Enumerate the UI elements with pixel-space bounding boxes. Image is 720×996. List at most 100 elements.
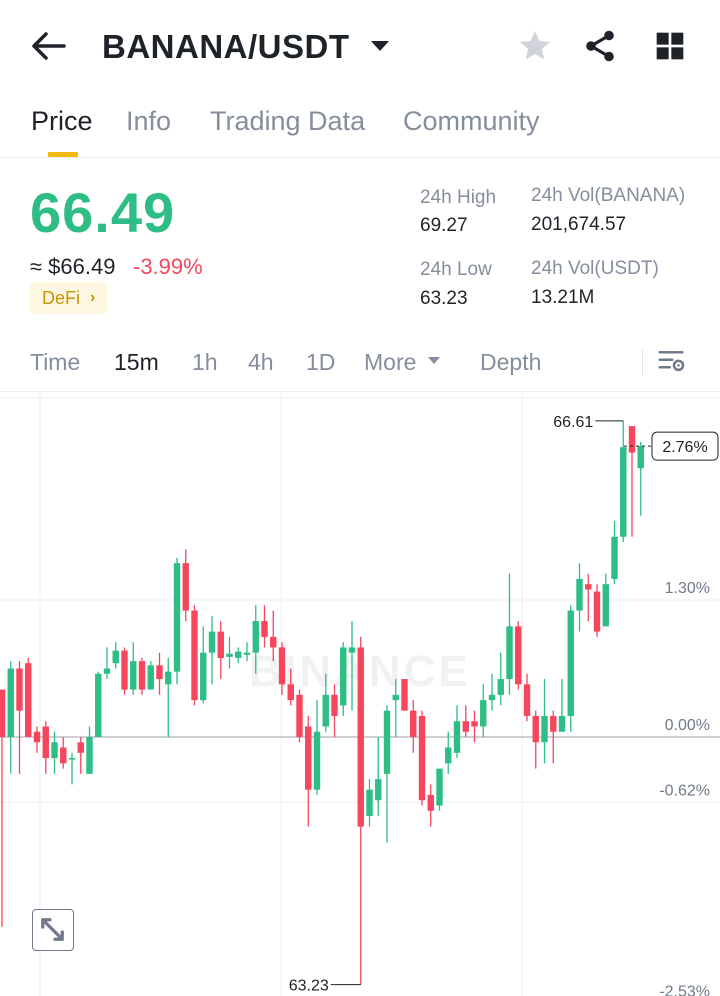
candle-body (550, 715, 557, 732)
candle-body (16, 668, 23, 711)
candle-body (453, 721, 461, 753)
candle-body (33, 731, 41, 743)
candle-body (25, 663, 32, 737)
candle-body (602, 584, 609, 627)
candle-body (243, 652, 251, 655)
interval-more[interactable]: More (364, 349, 417, 375)
category-tag[interactable]: DeFi › (30, 282, 108, 314)
price-change-percent: -3.99% (133, 254, 203, 279)
low-marker-label: 63.23 (289, 978, 329, 995)
stat-vol-quote-label: 24h Vol(USDT) (531, 258, 659, 279)
candle-body (357, 647, 364, 827)
candle-body (427, 794, 434, 811)
y-tick-label: -2.53% (659, 984, 710, 996)
candle-body (95, 673, 102, 737)
tab-depth[interactable]: Depth (480, 349, 542, 375)
back-arrow-icon[interactable] (30, 28, 70, 64)
stat-vol-base-value: 201,674.57 (531, 214, 627, 235)
y-tick-label: 3.22% (665, 392, 710, 395)
stat-high-value: 69.27 (420, 215, 468, 236)
candle-body (436, 768, 443, 806)
candle-body (208, 631, 216, 653)
candle-body (130, 661, 137, 690)
stat-high-label: 24h High (420, 187, 497, 208)
candle-body (0, 689, 6, 737)
y-tick-label: 0.00% (665, 717, 710, 734)
candle-body (278, 647, 286, 685)
star-icon[interactable] (517, 28, 553, 64)
candle-body (497, 679, 504, 695)
candle-body (322, 694, 329, 727)
interval-1d[interactable]: 1D (306, 349, 336, 375)
candle-body (287, 684, 294, 701)
candle-body (296, 694, 303, 737)
candle-body (488, 694, 496, 701)
candle-body (366, 789, 373, 817)
active-tab-indicator (48, 152, 78, 157)
candle-body (331, 694, 338, 716)
interval-time[interactable]: Time (30, 349, 81, 375)
candle-body (165, 671, 172, 685)
caret-down-icon[interactable] (428, 357, 440, 364)
candle-body (576, 578, 583, 611)
candle-body (226, 653, 233, 657)
candle-body (462, 721, 469, 732)
tab-info[interactable]: Info (126, 106, 172, 136)
tab-community[interactable]: Community (403, 106, 540, 136)
candle-body (112, 650, 119, 664)
interval-4h[interactable]: 4h (248, 349, 274, 375)
current-price-label: 2.76% (662, 439, 707, 456)
candle-body (611, 536, 618, 579)
candle-body (103, 668, 111, 674)
stat-low-label: 24h Low (420, 259, 492, 280)
divider (0, 157, 720, 158)
candle-body (182, 563, 189, 611)
high-marker-label: 66.61 (553, 414, 593, 431)
candle-body (480, 700, 487, 727)
expand-chart-icon[interactable] (32, 909, 74, 951)
y-tick-label: 1.30% (665, 580, 710, 597)
chart-settings-icon[interactable] (656, 346, 686, 376)
stat-vol-base-label: 24h Vol(BANANA) (531, 185, 686, 206)
candle-body (445, 747, 452, 764)
tab-price[interactable]: Price (31, 106, 93, 136)
grid-icon[interactable] (654, 30, 686, 62)
candle-body (593, 591, 601, 632)
candle-body (51, 742, 58, 759)
candle-body (138, 661, 146, 690)
candle-body (156, 665, 163, 680)
candle-body (392, 694, 399, 701)
candle-body (77, 742, 84, 753)
candle-body (471, 721, 478, 727)
candle-body (418, 715, 426, 801)
pair-title[interactable]: BANANA/USDT (102, 28, 350, 65)
share-icon[interactable] (582, 28, 618, 64)
tab-trading-data[interactable]: Trading Data (210, 106, 366, 136)
chevron-right-icon: › (90, 289, 96, 306)
candle-body (567, 610, 574, 716)
stat-vol-quote-value: 13.21M (531, 287, 595, 308)
candle-body (147, 665, 154, 690)
candle-body (628, 426, 636, 453)
candlestick-chart[interactable]: 3.22%1.30%0.00%-0.62%-2.53%BINANCE66.616… (0, 392, 720, 996)
candle-body (235, 651, 242, 658)
candle-body (383, 710, 391, 774)
y-tick-label: -0.62% (659, 782, 710, 799)
candle-body (585, 584, 592, 590)
interval-15m[interactable]: 15m (114, 349, 159, 375)
header: BANANA/USDT (0, 0, 720, 95)
candle-body (532, 715, 539, 743)
category-tag-label: DeFi (42, 287, 81, 308)
candle-body (121, 650, 128, 690)
candle-body (637, 446, 644, 469)
candle-body (200, 652, 207, 701)
last-price: 66.49 (30, 181, 176, 244)
candle-body (620, 447, 627, 537)
interval-1h[interactable]: 1h (192, 349, 218, 375)
caret-down-icon[interactable] (371, 41, 389, 51)
candle-body (173, 563, 181, 672)
candle-body (558, 715, 566, 732)
candle-body (7, 668, 14, 737)
candle-body (313, 731, 321, 790)
candle-body (86, 737, 93, 774)
